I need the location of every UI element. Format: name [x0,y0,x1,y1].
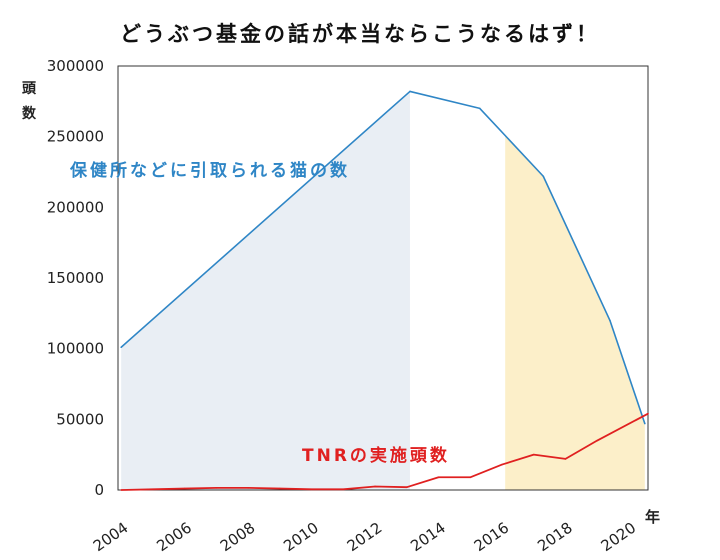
x-axis-ticks: 2004 2006 2008 2010 2012 2014 2016 2018 2020 [90,519,639,556]
data-point [152,488,154,491]
data-point [183,487,186,490]
data-point [501,463,503,466]
y-tick-label: 50000 [56,410,104,428]
data-point [478,107,481,110]
data-point [310,488,313,491]
data-point [247,487,249,489]
x-tick-label: 2012 [344,519,386,556]
series-lines [120,90,649,491]
data-point [374,485,376,488]
data-point [406,486,408,488]
y-axis-label-line2: 数 [22,105,37,122]
chart-axes [117,65,649,491]
data-point [647,412,649,415]
data-point [469,476,472,479]
shaded-regions [121,91,645,490]
data-point [644,422,646,425]
x-tick-label: 2016 [471,519,513,556]
data-point [596,439,599,442]
y-tick-label: 150000 [47,269,104,287]
data-point [609,319,611,322]
y-tick-label: 200000 [47,198,104,216]
data-point [215,487,218,489]
data-point [120,346,122,349]
x-tick-label: 2008 [217,519,259,556]
y-tick-label: 250000 [47,128,104,146]
data-point [342,488,345,491]
data-point [409,90,411,93]
shaded-region-yellow [505,135,645,490]
data-point [564,458,567,460]
x-tick-label: 2004 [90,519,132,556]
plot-frame [117,65,649,491]
x-tick-label: 2014 [407,519,449,556]
x-tick-label: 2010 [280,519,322,556]
shaded-region-blue [121,91,410,490]
data-point [532,453,535,456]
red-series-annotation: TNRの実施頭数 [302,445,450,466]
y-axis-ticks: 300000 250000 200000 150000 100000 50000 0 [47,57,104,499]
blue-series-annotation: 保健所などに引取られる猫の数 [69,160,350,181]
chart-title: どうぶつ基金の話が本当ならこうなるはず！ [120,22,600,46]
y-tick-label: 100000 [47,340,104,358]
y-axis-label-line1: 頭 [22,81,37,97]
data-point [542,175,545,178]
x-axis-unit-label: 年 [645,508,660,526]
data-point [120,489,122,491]
x-tick-label: 2018 [534,519,576,556]
y-tick-label: 0 [94,481,104,499]
data-point [279,487,281,490]
x-tick-label: 2020 [598,519,640,556]
y-tick-label: 300000 [47,57,104,75]
x-tick-label: 2006 [153,519,195,556]
data-point [437,476,440,479]
series-line-shelter-intake [120,90,646,424]
